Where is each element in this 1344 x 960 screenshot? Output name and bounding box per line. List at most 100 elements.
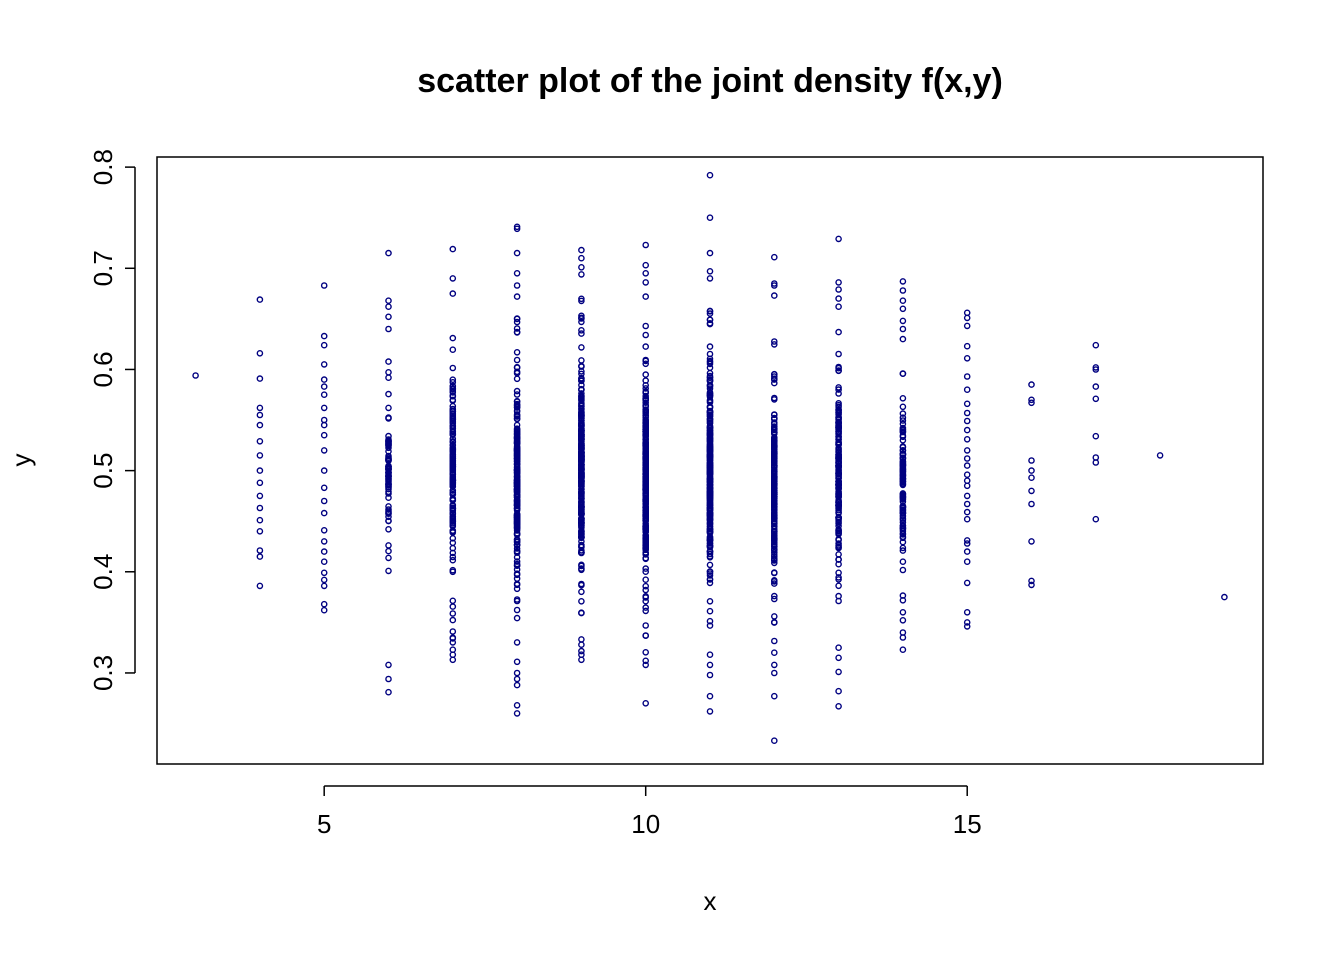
- data-point: [578, 442, 585, 450]
- data-point: [1221, 593, 1228, 601]
- data-point: [835, 470, 842, 478]
- data-point: [706, 576, 714, 583]
- data-point: [256, 437, 264, 445]
- data-point: [578, 370, 585, 378]
- data-point: [513, 269, 521, 277]
- data-point: [963, 417, 971, 425]
- data-point: [963, 619, 971, 626]
- data-point: [642, 269, 650, 277]
- data-point: [578, 656, 585, 664]
- data-point: [320, 600, 328, 608]
- data-point: [320, 282, 328, 289]
- data-point: [1156, 452, 1164, 459]
- data-point: [449, 438, 457, 446]
- data-point: [642, 322, 650, 330]
- data-point: [449, 639, 457, 646]
- data-point: [578, 312, 585, 320]
- data-point: [449, 376, 457, 384]
- data-point: [835, 235, 842, 243]
- data-point: [642, 576, 650, 584]
- data-point: [899, 394, 907, 402]
- data-point: [642, 371, 650, 378]
- data-point: [899, 287, 907, 294]
- data-point: [642, 360, 650, 368]
- data-point: [835, 514, 842, 521]
- data-point: [706, 459, 714, 466]
- data-point: [1092, 432, 1100, 440]
- data-point: [513, 606, 521, 614]
- data-point: [578, 419, 585, 427]
- y-tick-label: 0.5: [88, 453, 118, 489]
- data-point: [449, 383, 457, 390]
- data-point: [771, 434, 778, 441]
- y-axis: 0.3 0.4 0.5 0.6 0.7 0.8: [88, 149, 136, 691]
- data-point: [578, 489, 585, 497]
- data-point: [385, 414, 392, 421]
- data-point: [706, 561, 714, 569]
- data-point: [1092, 383, 1100, 390]
- data-point: [449, 378, 457, 386]
- data-point: [835, 654, 842, 662]
- data-point: [513, 597, 521, 605]
- data-point: [706, 391, 714, 399]
- data-point: [963, 558, 971, 566]
- data-point: [578, 318, 585, 326]
- data-point: [706, 692, 714, 700]
- data-point: [385, 439, 392, 447]
- data-point: [771, 592, 778, 600]
- data-point: [578, 641, 585, 649]
- data-point: [449, 529, 457, 536]
- data-point: [771, 555, 778, 563]
- data-point: [771, 525, 778, 533]
- data-point: [513, 639, 521, 646]
- data-point: [642, 241, 650, 249]
- data-point: [771, 577, 778, 584]
- data-point: [899, 460, 907, 468]
- data-point: [578, 374, 585, 382]
- data-point: [706, 307, 714, 315]
- data-point: [1028, 467, 1035, 474]
- data-point: [835, 425, 842, 433]
- data-point: [835, 295, 842, 302]
- data-point: [385, 249, 392, 257]
- data-point: [835, 461, 842, 469]
- data-point: [578, 263, 585, 271]
- data-point: [706, 511, 714, 519]
- data-point: [642, 432, 650, 439]
- data-point: [771, 449, 778, 457]
- data-point: [1028, 500, 1035, 508]
- data-point: [706, 524, 714, 532]
- data-point: [706, 708, 714, 715]
- data-point: [256, 504, 264, 512]
- data-point: [706, 462, 714, 470]
- data-point: [642, 356, 650, 364]
- data-point: [449, 414, 457, 422]
- data-point: [578, 449, 585, 457]
- data-point: [963, 623, 971, 630]
- data-point: [771, 613, 778, 620]
- data-point: [385, 463, 392, 470]
- data-point: [642, 261, 650, 269]
- data-point: [1092, 341, 1100, 349]
- data-point: [835, 328, 842, 336]
- data-point: [706, 492, 714, 499]
- data-point: [513, 446, 521, 454]
- data-point: [449, 480, 457, 487]
- data-point: [706, 485, 714, 492]
- data-point: [899, 424, 907, 432]
- data-point: [578, 315, 585, 322]
- data-point: [771, 540, 778, 548]
- data-point: [771, 619, 778, 626]
- data-point: [899, 443, 907, 451]
- data-point: [578, 246, 585, 254]
- data-point: [706, 447, 714, 455]
- data-point: [578, 527, 585, 535]
- data-point: [706, 622, 714, 629]
- data-point: [256, 296, 264, 303]
- data-point: [578, 254, 585, 262]
- data-point: [899, 403, 907, 411]
- data-point: [706, 482, 714, 489]
- data-point: [642, 565, 650, 572]
- data-point: [320, 404, 328, 412]
- data-point: [706, 548, 714, 556]
